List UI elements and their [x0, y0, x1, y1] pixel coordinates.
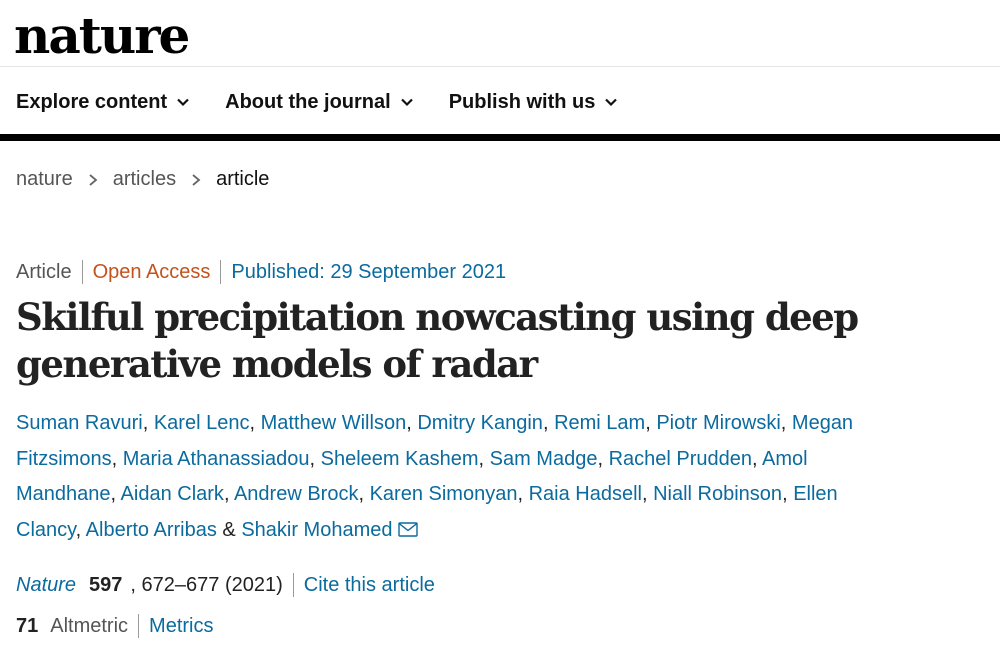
- author-separator: ,: [249, 412, 256, 434]
- published-date: Published: 29 September 2021: [231, 261, 507, 283]
- chevron-down-icon: [400, 98, 413, 107]
- chevron-right-icon: [192, 173, 201, 186]
- author-link[interactable]: Niall Robinson: [653, 483, 783, 505]
- author-link[interactable]: Shakir Mohamed: [241, 518, 393, 541]
- site-logo[interactable]: nature: [14, 6, 190, 65]
- author-link[interactable]: Megan Fitzsimons: [16, 412, 854, 470]
- author-link[interactable]: Aidan Clark: [120, 483, 224, 505]
- author-link[interactable]: Amol Mandhane: [16, 447, 808, 506]
- metrics-divider: [138, 614, 140, 638]
- author-link[interactable]: Piotr Mirowski: [656, 412, 781, 434]
- pages-year: , 672–677 (2021): [130, 573, 283, 596]
- author-separator: ,: [142, 412, 149, 434]
- nav-explore-content[interactable]: Explore content: [16, 91, 191, 114]
- cite-article-link[interactable]: Cite this article: [303, 573, 435, 596]
- author-link[interactable]: Sheleem Kashem: [320, 447, 479, 470]
- author-link[interactable]: Rachel Prudden: [608, 447, 753, 470]
- journal-name[interactable]: Nature: [16, 573, 77, 596]
- author-separator: ,: [752, 447, 758, 470]
- author-separator: ,: [542, 412, 549, 434]
- author-link[interactable]: Raia Hadsell: [528, 483, 642, 505]
- author-separator: ,: [641, 483, 648, 505]
- author-separator: ,: [75, 518, 82, 541]
- open-access-label: Open Access: [92, 261, 211, 283]
- article-title: Skilful precipitation nowcasting using d…: [16, 295, 859, 386]
- author-separator: ,: [223, 483, 230, 505]
- author-link[interactable]: Remi Lam: [554, 412, 646, 434]
- author-separator: ,: [597, 447, 604, 470]
- chevron-down-icon: [605, 98, 618, 107]
- author-separator: ,: [645, 412, 651, 434]
- nav-about-journal[interactable]: About the journal: [225, 91, 415, 114]
- nav-label: About the journal: [225, 90, 391, 113]
- author-separator: ,: [309, 447, 316, 470]
- author-separator: ,: [111, 447, 118, 470]
- author-link[interactable]: Maria Athanassiadou: [122, 447, 310, 470]
- author-link[interactable]: Karel Lenc: [153, 412, 250, 434]
- citation-line: Nature 597 , 672–677 (2021) Cite this ar…: [16, 573, 435, 597]
- author-separator: ,: [517, 483, 524, 505]
- main-nav: Explore content About the journal Publis…: [16, 86, 653, 118]
- envelope-icon[interactable]: [397, 521, 418, 537]
- article-type: Article: [16, 261, 72, 283]
- chevron-right-icon: [89, 173, 98, 186]
- meta-divider: [220, 260, 222, 284]
- author-link[interactable]: Dmitry Kangin: [417, 412, 543, 434]
- breadcrumb-item-articles[interactable]: articles: [112, 168, 177, 190]
- metrics-line: 71 Altmetric Metrics: [16, 614, 214, 638]
- author-separator: ,: [110, 483, 117, 505]
- author-link[interactable]: Suman Ravuri: [16, 412, 143, 434]
- author-separator: ,: [780, 412, 787, 434]
- breadcrumb-item-article: article: [216, 168, 270, 190]
- nav-bottom-bar: [0, 134, 1000, 141]
- author-separator: ,: [782, 483, 788, 505]
- author-list: Suman Ravuri, Karel Lenc, Matthew Willso…: [16, 406, 896, 548]
- metrics-link[interactable]: Metrics: [149, 614, 214, 637]
- article-meta: Article Open Access Published: 29 Septem…: [16, 259, 506, 285]
- author-separator: ,: [478, 447, 485, 470]
- nav-label: Explore content: [16, 90, 168, 113]
- nav-label: Publish with us: [448, 90, 596, 113]
- breadcrumb-item-nature[interactable]: nature: [16, 168, 73, 190]
- breadcrumb: nature articles article: [16, 168, 269, 191]
- author-link[interactable]: Andrew Brock: [233, 483, 359, 505]
- author-link[interactable]: Ellen Clancy: [16, 483, 838, 541]
- nav-publish-with-us[interactable]: Publish with us: [449, 91, 620, 114]
- volume-number: 597: [89, 573, 123, 596]
- author-link[interactable]: Karen Simonyan: [369, 483, 518, 505]
- altmetric-label: Altmetric: [50, 614, 129, 637]
- author-separator: ,: [358, 483, 365, 505]
- author-link[interactable]: Matthew Willson: [260, 412, 407, 434]
- header-divider: [0, 66, 1000, 67]
- citation-divider: [292, 573, 294, 597]
- author-link[interactable]: Sam Madge: [489, 447, 598, 470]
- author-and: &: [222, 518, 236, 541]
- author-separator: ,: [406, 412, 412, 434]
- author-link[interactable]: Alberto Arribas: [85, 518, 217, 541]
- chevron-down-icon: [177, 98, 189, 107]
- altmetric-score: 71: [16, 614, 39, 637]
- meta-divider: [81, 260, 83, 284]
